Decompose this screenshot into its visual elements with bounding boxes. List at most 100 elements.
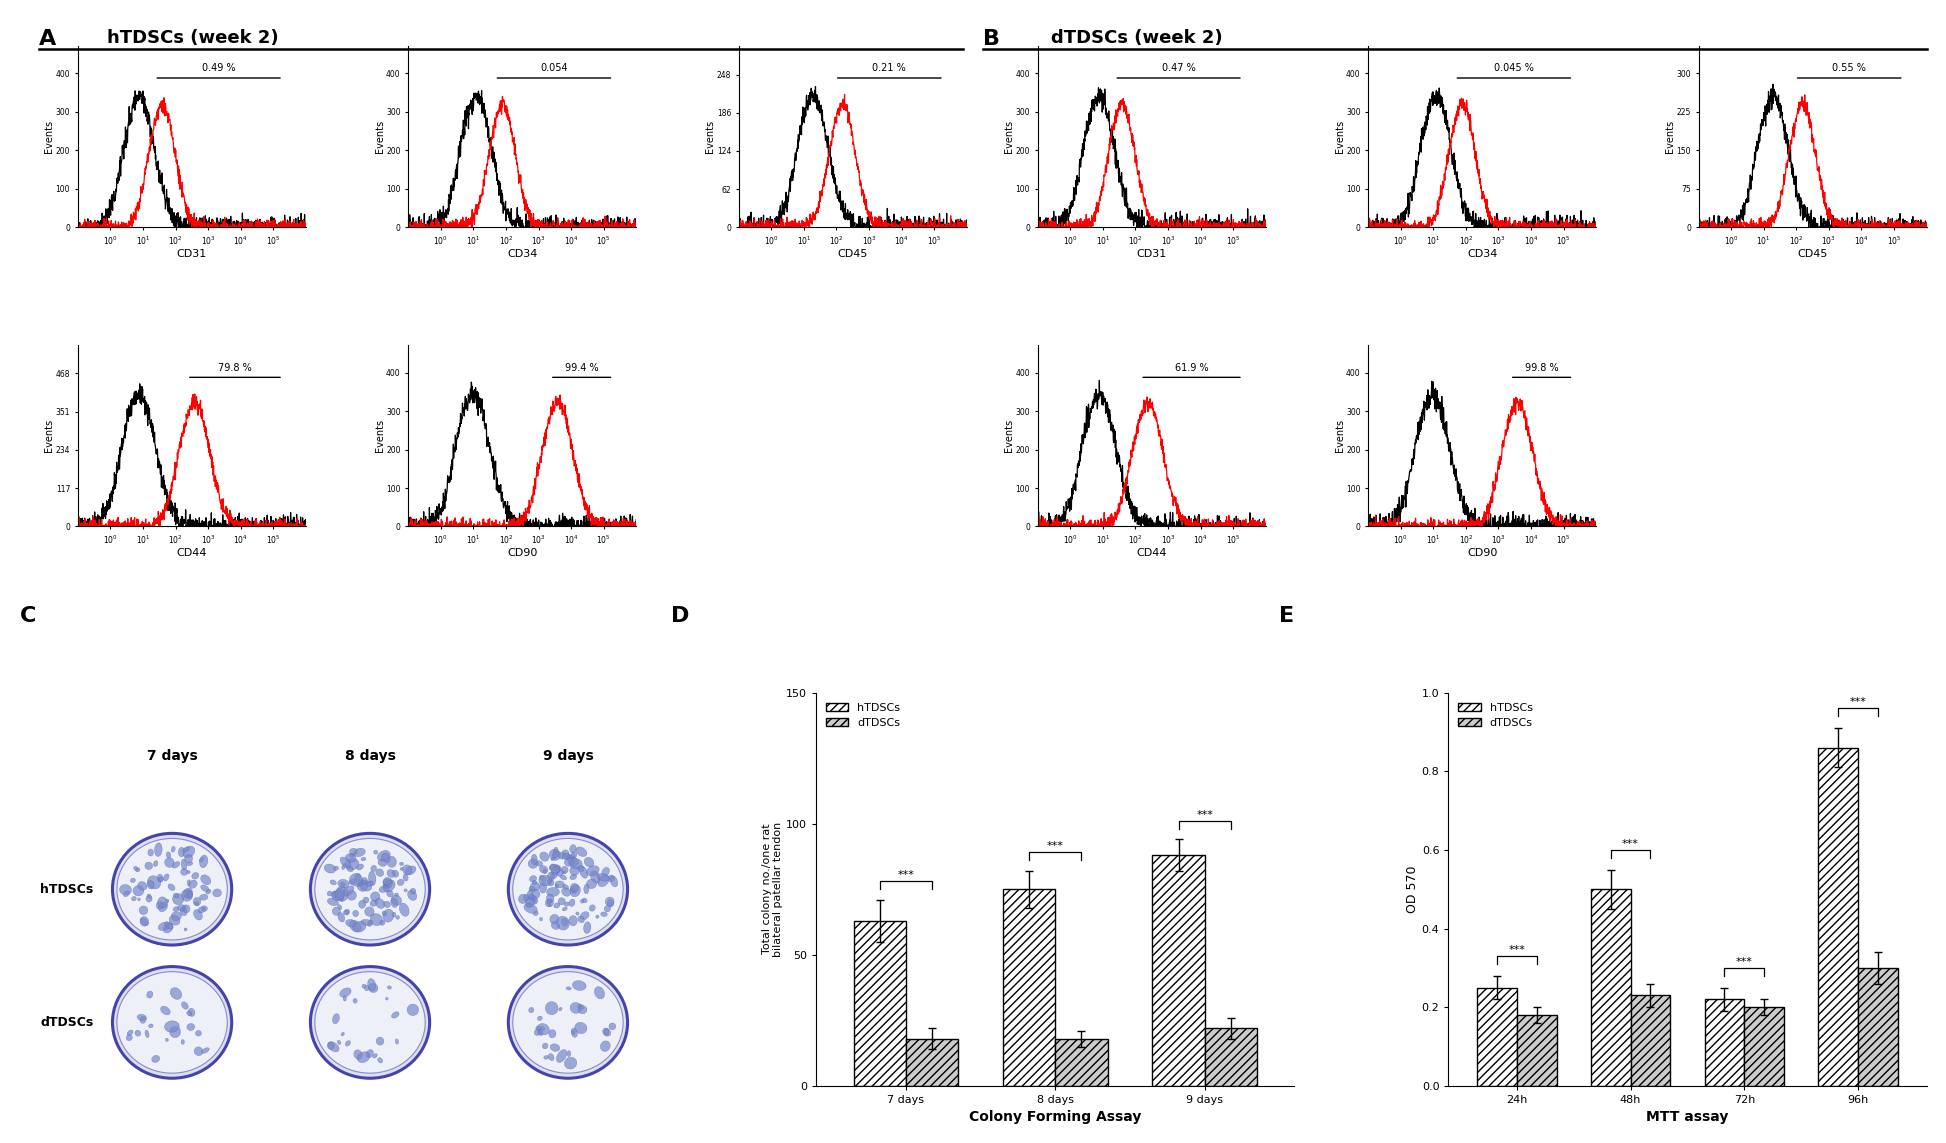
Ellipse shape	[601, 1041, 611, 1052]
Ellipse shape	[342, 996, 346, 1001]
Bar	[854, 920, 907, 1086]
Ellipse shape	[187, 1010, 193, 1016]
Ellipse shape	[356, 864, 364, 870]
Text: 99.4 %: 99.4 %	[564, 362, 599, 373]
Ellipse shape	[193, 910, 202, 920]
Ellipse shape	[562, 885, 568, 889]
Ellipse shape	[372, 1054, 378, 1058]
Ellipse shape	[354, 1049, 362, 1060]
Ellipse shape	[535, 861, 543, 866]
Ellipse shape	[376, 869, 383, 877]
Ellipse shape	[341, 857, 350, 868]
Ellipse shape	[140, 917, 148, 926]
Bar	[1477, 988, 1516, 1086]
Ellipse shape	[568, 916, 578, 926]
Ellipse shape	[518, 894, 527, 903]
Bar	[1705, 999, 1744, 1086]
Ellipse shape	[358, 901, 366, 909]
Ellipse shape	[146, 1030, 150, 1038]
Text: ***: ***	[1047, 841, 1064, 852]
X-axis label: CD31: CD31	[177, 248, 206, 258]
X-axis label: CD90: CD90	[1467, 547, 1496, 558]
Ellipse shape	[582, 898, 588, 903]
Ellipse shape	[337, 886, 348, 901]
Ellipse shape	[527, 889, 539, 900]
Ellipse shape	[200, 894, 208, 901]
Bar	[1590, 889, 1631, 1086]
Ellipse shape	[158, 922, 169, 930]
Ellipse shape	[543, 1055, 549, 1060]
Ellipse shape	[113, 833, 232, 945]
Ellipse shape	[181, 1001, 189, 1009]
Ellipse shape	[527, 858, 537, 869]
Ellipse shape	[173, 906, 179, 911]
Ellipse shape	[187, 880, 191, 886]
Ellipse shape	[183, 905, 191, 913]
Ellipse shape	[597, 874, 609, 887]
Ellipse shape	[189, 880, 197, 888]
Ellipse shape	[183, 888, 193, 898]
Ellipse shape	[607, 900, 613, 908]
Ellipse shape	[350, 920, 362, 932]
Ellipse shape	[594, 986, 605, 999]
Ellipse shape	[383, 878, 393, 888]
Ellipse shape	[327, 1042, 335, 1049]
Ellipse shape	[362, 878, 368, 884]
Ellipse shape	[146, 991, 154, 998]
Ellipse shape	[370, 892, 379, 902]
X-axis label: MTT assay: MTT assay	[1646, 1111, 1728, 1125]
Ellipse shape	[378, 860, 387, 866]
Ellipse shape	[315, 839, 426, 940]
Ellipse shape	[580, 866, 588, 878]
Ellipse shape	[578, 865, 584, 871]
Ellipse shape	[566, 986, 572, 990]
Text: 0.55 %: 0.55 %	[1833, 63, 1866, 73]
Ellipse shape	[342, 886, 354, 896]
Ellipse shape	[547, 887, 559, 896]
Ellipse shape	[403, 874, 409, 881]
Ellipse shape	[348, 879, 356, 885]
Ellipse shape	[383, 885, 387, 888]
Ellipse shape	[200, 885, 208, 892]
Ellipse shape	[350, 873, 364, 886]
Ellipse shape	[138, 906, 148, 914]
Y-axis label: Events: Events	[1335, 120, 1345, 153]
Ellipse shape	[193, 897, 200, 906]
Ellipse shape	[335, 888, 344, 900]
Ellipse shape	[562, 888, 570, 896]
Bar	[1205, 1029, 1257, 1086]
Ellipse shape	[181, 869, 187, 876]
Ellipse shape	[397, 879, 405, 886]
Ellipse shape	[162, 1006, 169, 1015]
Ellipse shape	[169, 916, 179, 925]
Text: 0.045 %: 0.045 %	[1495, 63, 1533, 73]
Ellipse shape	[539, 865, 549, 873]
Ellipse shape	[134, 1030, 140, 1037]
Ellipse shape	[378, 850, 391, 861]
Ellipse shape	[570, 845, 576, 853]
Ellipse shape	[551, 857, 555, 861]
Ellipse shape	[383, 901, 391, 908]
Ellipse shape	[366, 881, 374, 886]
Ellipse shape	[595, 916, 599, 918]
Legend: hTDSCs, dTDSCs: hTDSCs, dTDSCs	[1454, 698, 1537, 733]
Ellipse shape	[535, 1026, 541, 1030]
Ellipse shape	[559, 897, 564, 905]
Ellipse shape	[539, 876, 547, 881]
Text: E: E	[1279, 606, 1294, 625]
Ellipse shape	[395, 1039, 399, 1044]
Ellipse shape	[362, 984, 366, 988]
Ellipse shape	[395, 916, 399, 919]
Ellipse shape	[169, 1026, 181, 1038]
Ellipse shape	[132, 886, 144, 896]
Ellipse shape	[570, 884, 578, 892]
Ellipse shape	[165, 852, 171, 858]
Ellipse shape	[333, 866, 339, 870]
Ellipse shape	[564, 1057, 576, 1069]
Ellipse shape	[339, 879, 348, 888]
Ellipse shape	[385, 998, 387, 1000]
Ellipse shape	[134, 866, 138, 871]
Ellipse shape	[189, 1008, 195, 1016]
Ellipse shape	[140, 1016, 146, 1023]
Ellipse shape	[584, 885, 590, 894]
